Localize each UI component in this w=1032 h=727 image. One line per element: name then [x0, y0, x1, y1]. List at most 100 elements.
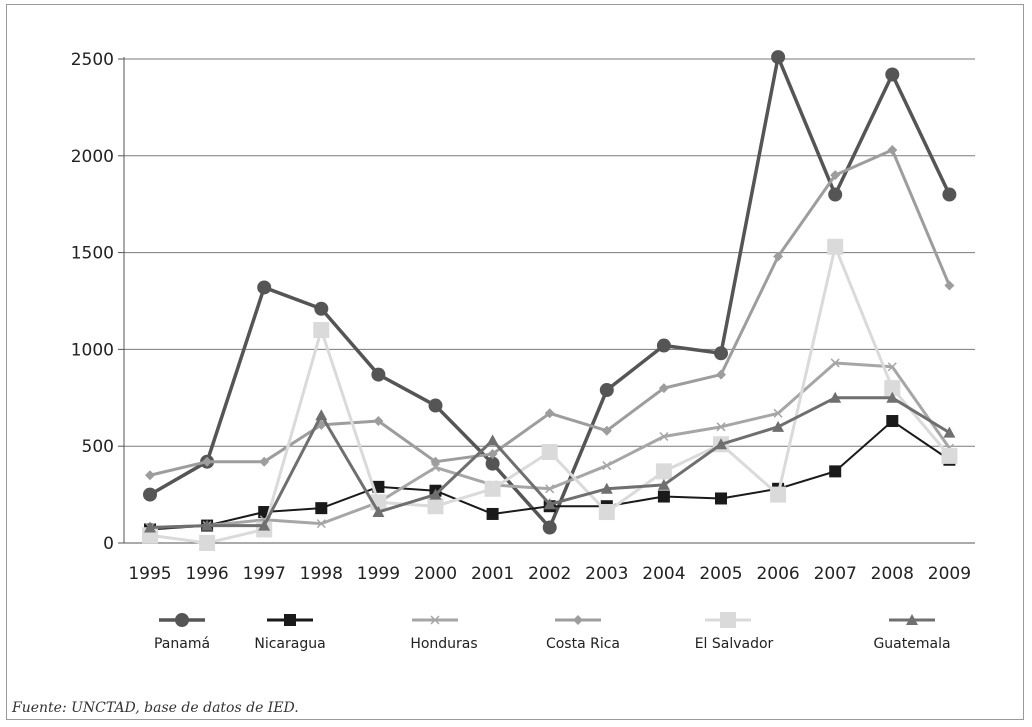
data-point	[372, 506, 385, 518]
x-tick-label: 2003	[585, 564, 628, 584]
x-tick-label: 2002	[528, 564, 571, 584]
x-tick-label: 2001	[471, 564, 514, 584]
data-point	[258, 519, 271, 531]
data-point	[373, 416, 384, 427]
x-tick-label: 1999	[357, 564, 400, 584]
data-point	[942, 187, 957, 202]
data-point	[486, 507, 499, 520]
data-point	[601, 425, 612, 436]
data-point	[316, 519, 326, 529]
data-point	[145, 470, 155, 481]
x-tick-label: 2004	[642, 564, 685, 584]
legend-item: Nicaragua	[254, 614, 326, 652]
series-line	[149, 148, 951, 477]
data-point	[658, 383, 669, 394]
data-point	[886, 415, 899, 428]
legend-item: Costa Rica	[546, 615, 620, 652]
data-point	[598, 504, 615, 521]
data-point	[771, 50, 786, 65]
data-point	[830, 170, 841, 181]
data-point	[315, 502, 328, 515]
data-point	[773, 251, 784, 262]
legend-item: Honduras	[410, 615, 478, 652]
series-lines	[142, 50, 958, 551]
data-point	[828, 187, 843, 202]
legend-swatch-marker	[430, 615, 440, 625]
x-tick-label: 2007	[814, 564, 857, 584]
x-tick-label: 2006	[756, 564, 799, 584]
data-point	[314, 301, 329, 316]
x-tick-label: 1997	[243, 564, 286, 584]
y-tick-label: 0	[103, 534, 114, 554]
data-point	[941, 447, 958, 464]
data-point	[201, 519, 214, 531]
legend: Panamá Nicaragua Honduras Costa Rica El Salv…	[154, 612, 951, 652]
data-point	[427, 498, 444, 515]
data-point	[143, 487, 157, 502]
data-point	[543, 498, 556, 510]
data-point	[772, 420, 785, 432]
legend-swatch-marker	[573, 615, 583, 625]
data-point	[829, 391, 842, 403]
legend-label: Panamá	[154, 636, 210, 652]
data-point	[884, 380, 901, 397]
data-point	[144, 521, 156, 533]
axes: 0 500 1000 1500 2000 2500 1995 1996 1997 1998 1999…	[71, 50, 975, 584]
data-point	[714, 346, 728, 361]
data-point	[943, 426, 956, 438]
data-point	[827, 238, 844, 255]
data-point	[430, 456, 441, 467]
data-point	[371, 367, 386, 382]
data-point	[202, 456, 213, 467]
series-1	[143, 50, 957, 535]
data-point	[313, 322, 330, 339]
x-tick-label: 2005	[699, 564, 742, 584]
x-tick-label: 1996	[185, 564, 228, 584]
x-tick-label: 1995	[128, 564, 171, 584]
data-point	[428, 398, 443, 413]
data-point	[656, 338, 671, 353]
data-point	[886, 391, 899, 403]
legend-label: Nicaragua	[254, 636, 325, 652]
legend-item: Panamá	[154, 613, 210, 652]
data-point	[484, 480, 501, 497]
data-point	[773, 408, 783, 418]
y-tick-label: 2000	[71, 147, 114, 167]
gridlines	[124, 58, 975, 447]
legend-swatch-marker	[720, 612, 736, 628]
data-point	[315, 409, 328, 421]
data-point	[659, 431, 669, 442]
data-point	[944, 280, 955, 291]
legend-swatch-marker	[906, 614, 918, 625]
data-point	[485, 456, 500, 471]
chart-frame	[6, 4, 1024, 720]
data-point	[430, 462, 441, 473]
data-point	[716, 422, 726, 432]
data-point	[259, 456, 270, 467]
data-point	[544, 408, 555, 419]
data-point	[602, 461, 612, 471]
data-point	[599, 383, 614, 398]
series-4	[145, 144, 955, 481]
x-tick-label: 2008	[871, 564, 914, 584]
legend-label: El Salvador	[695, 636, 774, 652]
data-point	[657, 478, 670, 490]
y-tick-label: 2500	[71, 50, 114, 70]
source-note: Fuente: UNCTAD, base de datos de IED.	[12, 700, 299, 716]
data-point	[885, 67, 900, 82]
data-point	[257, 280, 272, 295]
x-tick-label: 2000	[414, 564, 457, 584]
y-tick-label: 500	[82, 437, 114, 457]
data-point	[541, 444, 558, 461]
data-point	[887, 144, 898, 155]
y-tick-label: 1000	[71, 340, 114, 360]
legend-item: Guatemala	[873, 614, 951, 652]
data-point	[716, 369, 726, 380]
data-point	[715, 492, 727, 505]
data-point	[545, 484, 555, 494]
data-point	[770, 486, 787, 503]
data-point	[429, 488, 442, 500]
y-tick-label: 1500	[71, 244, 114, 264]
legend-item: El Salvador	[695, 612, 774, 652]
